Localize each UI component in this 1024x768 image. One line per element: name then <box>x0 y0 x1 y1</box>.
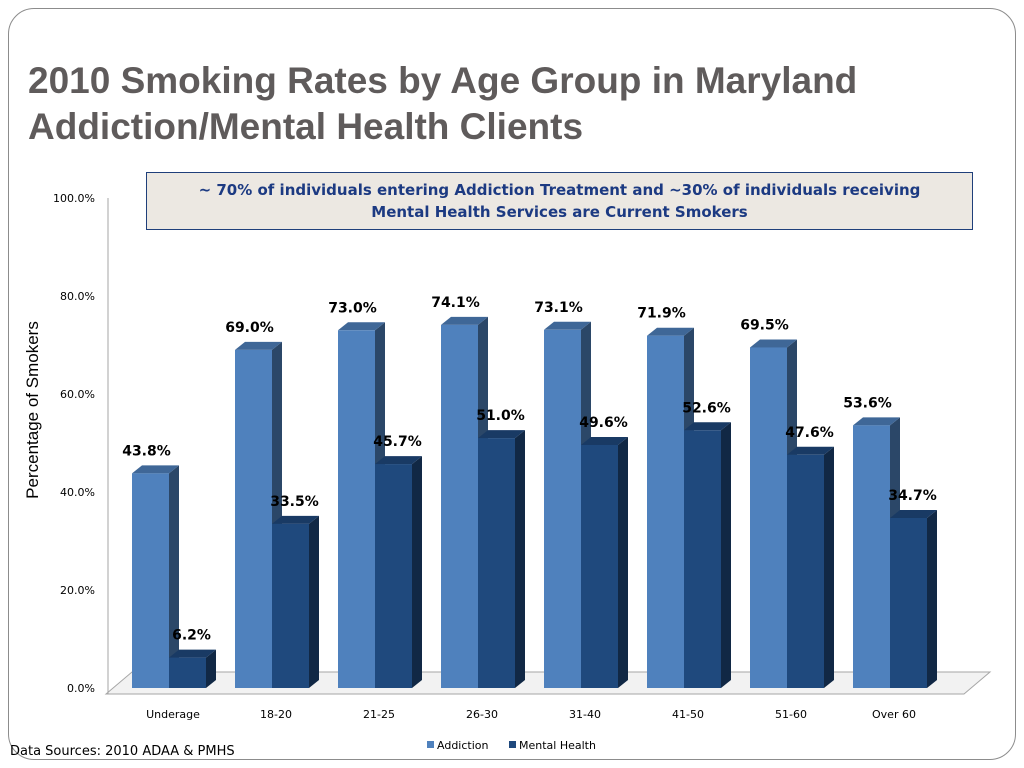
bar-top <box>684 422 731 431</box>
data-label: 69.0% <box>225 320 274 336</box>
x-tick-label: 18-20 <box>260 708 292 721</box>
y-axis-title: Percentage of Smokers <box>23 321 42 499</box>
bar-mental-health <box>375 456 422 688</box>
legend-swatch <box>427 741 434 748</box>
bar-front <box>478 438 515 688</box>
bar-mental-health <box>787 446 834 688</box>
data-label: 53.6% <box>843 395 892 411</box>
bar-front <box>684 430 721 688</box>
bar-top <box>235 341 282 350</box>
data-label: 43.8% <box>122 443 171 459</box>
bar-side <box>412 456 422 688</box>
slide-title-line-2: Addiction/Mental Health Clients <box>28 106 584 147</box>
bar-side <box>309 515 319 688</box>
bar-side <box>824 446 834 688</box>
x-tick-label: 21-25 <box>363 708 395 721</box>
data-label: 34.7% <box>888 488 937 504</box>
bar-front <box>647 335 684 688</box>
data-label: 52.6% <box>682 400 731 416</box>
chart-legend: Addiction Mental Health <box>427 739 596 752</box>
data-label: 71.9% <box>637 306 686 322</box>
bar-mental-health <box>581 436 628 688</box>
data-label: 69.5% <box>740 317 789 333</box>
bar-front <box>272 523 309 688</box>
bar-front <box>235 349 272 688</box>
x-tick-label: 31-40 <box>569 708 601 721</box>
data-label: 45.7% <box>373 434 422 450</box>
bar-top <box>169 649 216 658</box>
bar-mental-health <box>169 649 216 688</box>
bar-top <box>581 436 628 445</box>
bar-side <box>927 509 937 688</box>
x-tick-label: 51-60 <box>775 708 807 721</box>
bar-front <box>750 347 787 688</box>
data-label: 73.0% <box>328 300 377 316</box>
y-tick-label: 100.0% <box>53 192 95 205</box>
bar-top <box>853 417 900 426</box>
bar-top <box>272 515 319 524</box>
bar-front <box>169 657 206 688</box>
chart-bars <box>132 316 937 688</box>
bar-front <box>787 454 824 688</box>
y-tick-label: 60.0% <box>60 388 95 401</box>
slide-title: 2010 Smoking Rates by Age Group in Maryl… <box>28 58 988 150</box>
bar-top <box>544 321 591 330</box>
bar-mental-health <box>272 515 319 688</box>
bar-side <box>721 422 731 688</box>
data-sources-note: Data Sources: 2010 ADAA & PMHS <box>10 744 235 759</box>
bar-top <box>375 456 422 465</box>
data-label: 33.5% <box>270 494 319 510</box>
callout-box: ~ 70% of individuals entering Addiction … <box>146 172 973 230</box>
y-tick-label: 0.0% <box>67 682 95 695</box>
bar-mental-health <box>478 430 525 688</box>
bar-front <box>441 324 478 688</box>
bar-front <box>581 444 618 688</box>
x-tick-label: Underage <box>146 708 200 721</box>
bar-addiction <box>132 465 179 688</box>
bar-side <box>515 430 525 688</box>
bar-top <box>441 316 488 325</box>
data-label: 6.2% <box>172 628 211 644</box>
x-tick-label: 41-50 <box>672 708 704 721</box>
bar-front <box>338 330 375 688</box>
bar-mental-health <box>684 422 731 688</box>
y-tick-label: 40.0% <box>60 486 95 499</box>
bar-top <box>890 509 937 518</box>
bar-front <box>132 473 169 688</box>
y-tick-label: 20.0% <box>60 584 95 597</box>
legend-entry: Addiction <box>437 739 488 752</box>
bar-top <box>132 465 179 474</box>
bar-top <box>647 327 694 336</box>
y-tick-label: 80.0% <box>60 290 95 303</box>
bar-top <box>478 430 525 439</box>
bar-front <box>375 464 412 688</box>
data-label: 51.0% <box>476 408 525 424</box>
bar-mental-health <box>890 509 937 688</box>
bar-top <box>338 322 385 331</box>
x-tick-label: 26-30 <box>466 708 498 721</box>
bar-top <box>750 339 797 348</box>
legend-entry: Mental Health <box>519 739 596 752</box>
bar-side <box>618 436 628 688</box>
bar-front <box>544 329 581 688</box>
bar-top <box>787 446 834 455</box>
data-label: 47.6% <box>785 425 834 441</box>
data-label: 73.1% <box>534 300 583 316</box>
data-label: 49.6% <box>579 415 628 431</box>
bar-front <box>890 517 927 688</box>
x-tick-label: Over 60 <box>872 708 916 721</box>
data-label: 74.1% <box>431 295 480 311</box>
bar-addiction <box>750 339 797 688</box>
slide-title-line-1: 2010 Smoking Rates by Age Group in Maryl… <box>28 60 858 101</box>
chart-labels: 43.8% 6.2% 69.0% 33.5% 73.0% 45.7% 74.1% 51.0% 7… <box>122 295 937 644</box>
bar-side <box>169 465 179 688</box>
bar-side <box>206 649 216 688</box>
callout-text: ~ 70% of individuals entering Addiction … <box>198 181 921 221</box>
legend-swatch <box>509 741 516 748</box>
bar-front <box>853 425 890 688</box>
